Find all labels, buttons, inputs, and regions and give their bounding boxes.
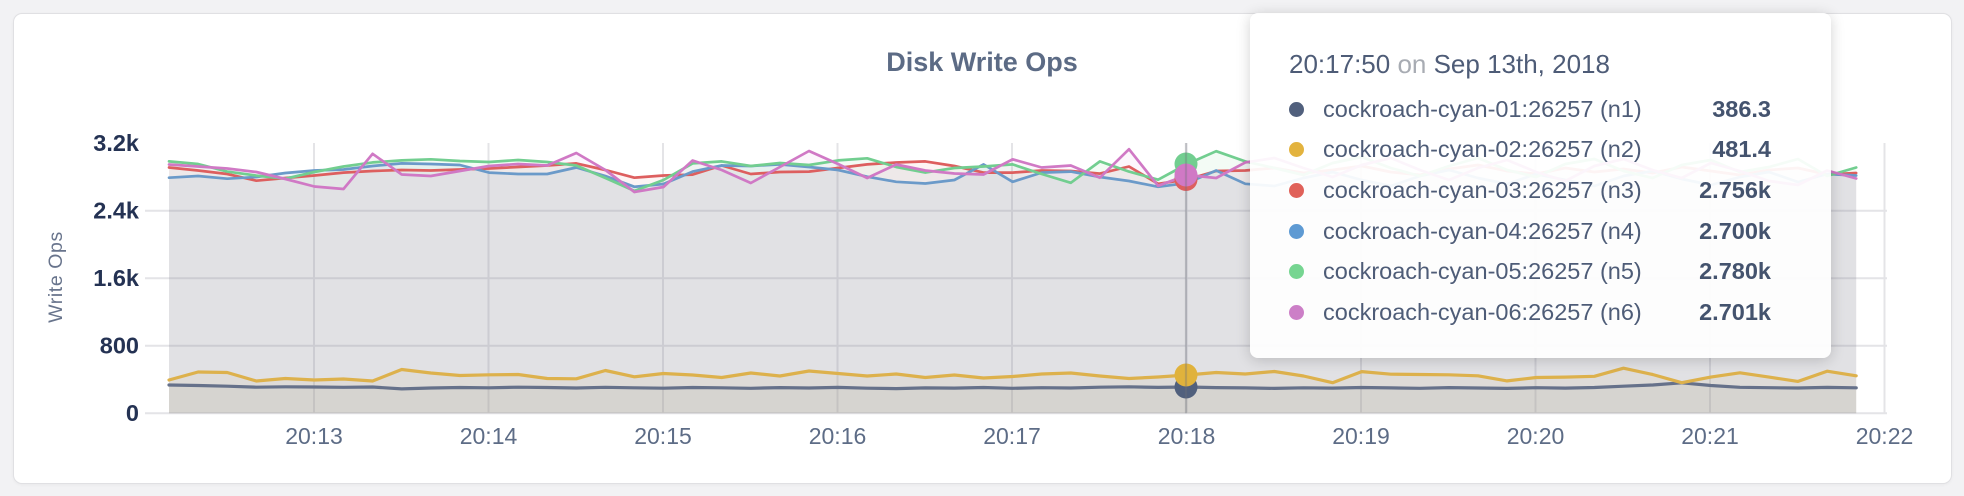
svg-text:800: 800 bbox=[100, 333, 139, 359]
svg-text:0: 0 bbox=[126, 400, 139, 426]
svg-text:20:16: 20:16 bbox=[809, 423, 867, 449]
svg-text:2.4k: 2.4k bbox=[93, 198, 140, 224]
svg-text:20:22: 20:22 bbox=[1856, 423, 1914, 449]
svg-text:20:19: 20:19 bbox=[1332, 423, 1390, 449]
svg-text:3.2k: 3.2k bbox=[93, 130, 140, 156]
svg-text:20:15: 20:15 bbox=[634, 423, 692, 449]
svg-text:20:18: 20:18 bbox=[1158, 423, 1216, 449]
svg-text:20:13: 20:13 bbox=[285, 423, 343, 449]
svg-text:1.6k: 1.6k bbox=[93, 265, 140, 291]
svg-text:20:21: 20:21 bbox=[1681, 423, 1739, 449]
svg-text:20:20: 20:20 bbox=[1507, 423, 1565, 449]
svg-text:20:14: 20:14 bbox=[460, 423, 518, 449]
svg-text:20:17: 20:17 bbox=[983, 423, 1041, 449]
svg-text:Write Ops: Write Ops bbox=[45, 231, 67, 323]
